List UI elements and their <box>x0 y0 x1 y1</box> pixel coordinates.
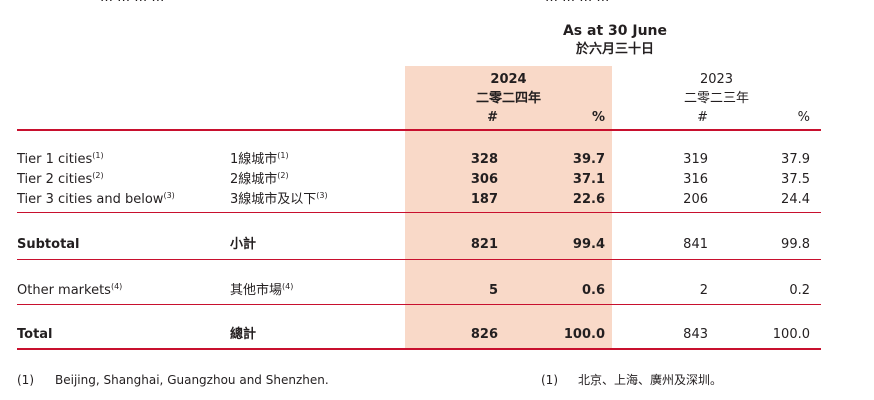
table-bottom-rule <box>17 348 821 350</box>
cell-2024-num: 821 <box>470 237 498 252</box>
cell-2024-pct: 99.4 <box>572 237 605 252</box>
cell-2024-pct: 0.6 <box>581 283 605 298</box>
cell-2024-pct: 39.7 <box>572 152 605 167</box>
cell-2023-num: 319 <box>683 152 708 167</box>
row-label-en: Tier 2 cities(2) <box>17 171 104 188</box>
col-2024-num-header: # <box>487 110 498 125</box>
header-rule <box>17 129 821 131</box>
cell-2024-num: 328 <box>470 152 498 167</box>
cell-2023-pct: 99.8 <box>781 237 810 252</box>
cell-2023-pct: 37.5 <box>781 172 810 187</box>
cell-2024-num: 826 <box>470 327 498 342</box>
footnote-en-text: Beijing, Shanghai, Guangzhou and Shenzhe… <box>55 373 329 387</box>
cut-header-right: … … … … <box>545 0 725 4</box>
year-2024-label: 2024 <box>490 72 527 87</box>
cut-header-left: … … … … <box>100 0 220 4</box>
row-label-en: Tier 1 cities(1) <box>17 151 104 168</box>
cell-2023-num: 841 <box>683 237 708 252</box>
row-label-zh: 3線城市及以下(3) <box>230 191 328 208</box>
cell-2023-num: 206 <box>683 192 708 207</box>
cell-2023-pct: 100.0 <box>772 327 810 342</box>
row-label-zh: 總計 <box>230 327 257 342</box>
subtotal-bottom-rule <box>17 259 821 260</box>
cell-2023-num: 316 <box>683 172 708 187</box>
row-label-en: Tier 3 cities and below(3) <box>17 191 175 208</box>
footnote-zh-text: 北京、上海、廣州及深圳。 <box>578 373 723 387</box>
year-2024-highlight <box>405 66 612 350</box>
cell-2024-pct: 22.6 <box>572 192 605 207</box>
year-2023-zh-label: 二零二三年 <box>683 91 749 106</box>
row-label-zh: 其他市場(4) <box>230 282 294 299</box>
cell-2024-num: 306 <box>470 172 498 187</box>
row-label-en: Total <box>17 327 53 342</box>
cell-2023-pct: 24.4 <box>781 192 810 207</box>
col-2023-num-header: # <box>697 110 708 125</box>
footnote-zh-marker: (1) <box>541 373 558 387</box>
row-label-zh: 2線城市(2) <box>230 171 289 188</box>
subtotal-rule <box>17 212 821 213</box>
cell-2023-pct: 37.9 <box>781 152 810 167</box>
as-at-zh: 於六月三十日 <box>575 42 654 57</box>
footnote-en-marker: (1) <box>17 373 34 387</box>
row-label-zh: 小計 <box>230 237 257 252</box>
col-2023-pct-header: % <box>797 110 810 125</box>
row-label-zh: 1線城市(1) <box>230 151 289 168</box>
cell-2024-pct: 37.1 <box>572 172 605 187</box>
year-2023-label: 2023 <box>699 72 734 87</box>
row-label-en: Subtotal <box>17 237 80 252</box>
cell-2023-num: 843 <box>683 327 708 342</box>
cell-2024-num: 5 <box>488 283 498 298</box>
total-rule <box>17 304 821 305</box>
col-2024-pct-header: % <box>591 110 605 125</box>
row-label-en: Other markets(4) <box>17 282 123 299</box>
as-at-en: As at 30 June <box>562 23 668 39</box>
cell-2024-num: 187 <box>470 192 498 207</box>
cell-2023-num: 2 <box>699 283 708 298</box>
year-2024-zh-label: 二零二四年 <box>475 91 541 106</box>
cell-2024-pct: 100.0 <box>563 327 605 342</box>
cell-2023-pct: 0.2 <box>789 283 810 298</box>
